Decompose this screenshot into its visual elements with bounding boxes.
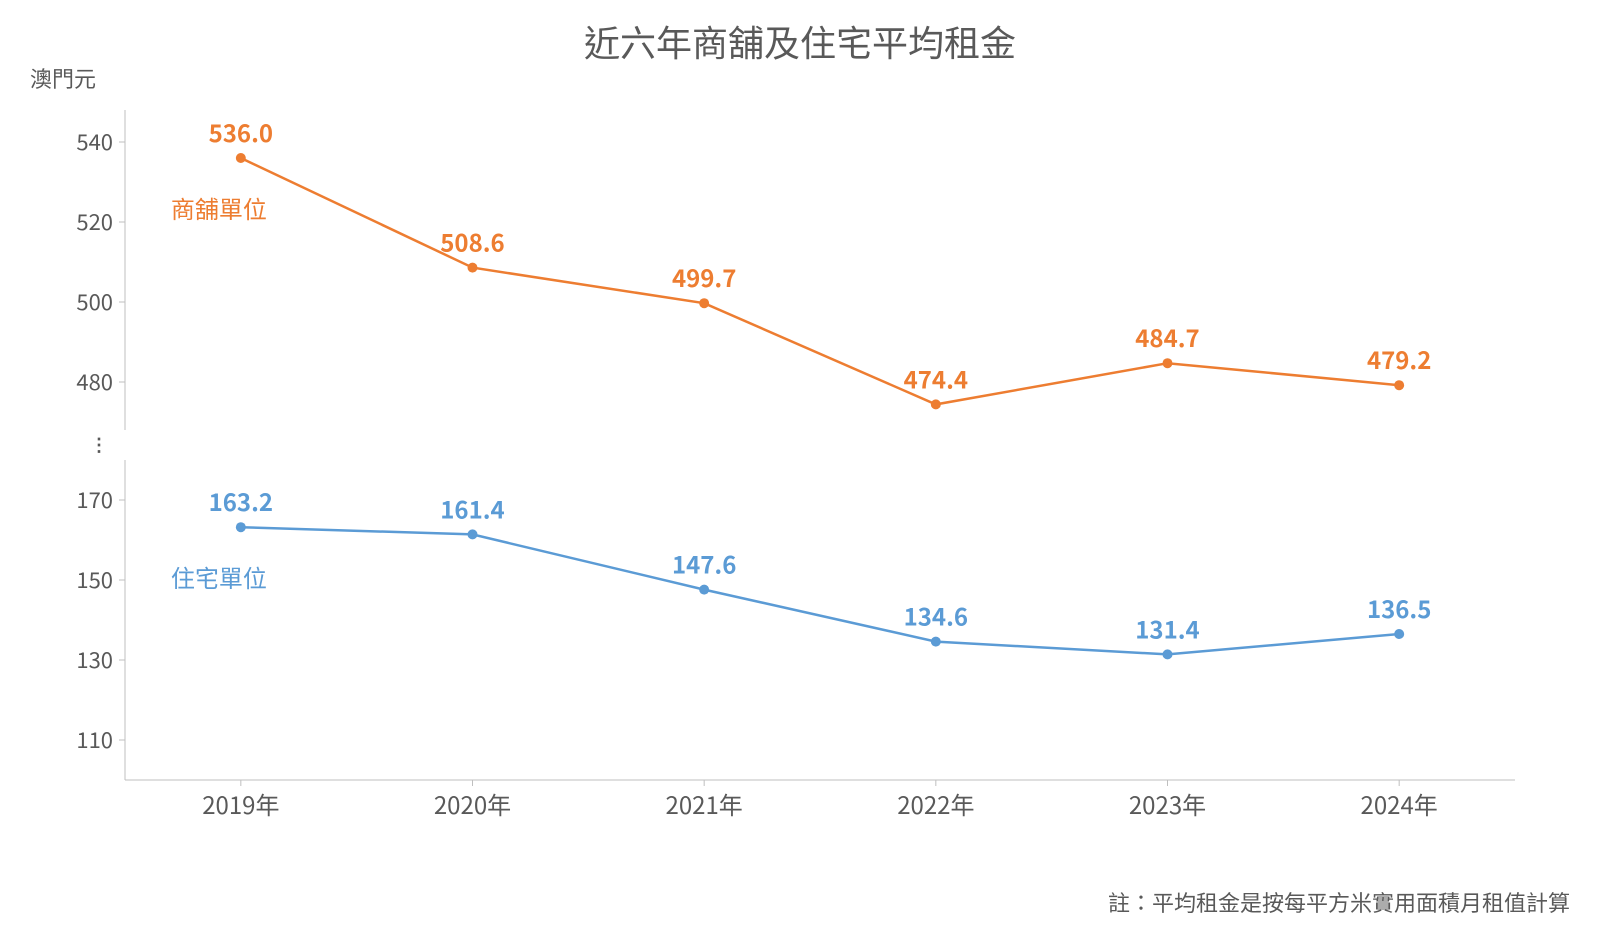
- data-point-commercial: [1394, 380, 1404, 390]
- svg-text:130: 130: [76, 643, 113, 675]
- data-point-commercial: [699, 298, 709, 308]
- data-label-residential: 161.4: [440, 490, 504, 525]
- data-label-residential: 134.6: [904, 598, 968, 633]
- data-label-commercial: 508.6: [440, 224, 504, 259]
- data-label-residential: 163.2: [209, 483, 273, 518]
- chart-svg: ⋮4805005205401101301501702019年2020年2021年…: [85, 100, 1535, 840]
- svg-text:480: 480: [76, 365, 113, 397]
- x-axis-label: 2020年: [434, 786, 511, 821]
- chart-footnote: 註：平均租金是按每平方米實用面積月租值計算: [1108, 886, 1570, 918]
- data-label-residential: 131.4: [1135, 610, 1199, 645]
- y-axis-unit-label: 澳門元: [30, 62, 96, 94]
- plot-area: ⋮4805005205401101301501702019年2020年2021年…: [85, 100, 1535, 840]
- svg-text:150: 150: [76, 563, 113, 595]
- data-label-commercial: 484.7: [1135, 319, 1199, 354]
- x-axis-label: 2024年: [1361, 786, 1438, 821]
- series-line-commercial: [241, 158, 1399, 404]
- data-point-commercial: [931, 399, 941, 409]
- data-label-residential: 147.6: [672, 546, 736, 581]
- x-axis-label: 2019年: [202, 786, 279, 821]
- x-axis-label: 2022年: [897, 786, 974, 821]
- data-point-commercial: [468, 263, 478, 273]
- data-label-commercial: 499.7: [672, 259, 736, 294]
- data-label-commercial: 479.2: [1367, 341, 1431, 376]
- data-point-residential: [699, 585, 709, 595]
- chart-title: 近六年商舖及住宅平均租金: [0, 15, 1600, 67]
- svg-text:110: 110: [76, 723, 113, 755]
- series-line-residential: [241, 527, 1399, 654]
- data-point-residential: [468, 529, 478, 539]
- x-axis-label: 2021年: [666, 786, 743, 821]
- data-point-residential: [236, 522, 246, 532]
- data-label-commercial: 536.0: [209, 114, 273, 149]
- data-point-residential: [1394, 629, 1404, 639]
- series-label-commercial: 商舖單位: [171, 190, 267, 225]
- svg-text:170: 170: [76, 483, 113, 515]
- svg-text:520: 520: [76, 205, 113, 237]
- data-label-residential: 136.5: [1367, 590, 1431, 625]
- svg-text:540: 540: [76, 125, 113, 157]
- x-axis-label: 2023年: [1129, 786, 1206, 821]
- data-label-commercial: 474.4: [904, 360, 968, 395]
- data-point-commercial: [236, 153, 246, 163]
- svg-text:⋮: ⋮: [90, 431, 108, 457]
- data-point-residential: [1163, 649, 1173, 659]
- data-point-commercial: [1163, 358, 1173, 368]
- svg-text:500: 500: [76, 285, 113, 317]
- data-point-residential: [931, 637, 941, 647]
- series-label-residential: 住宅單位: [171, 559, 267, 594]
- chart-container: 近六年商舖及住宅平均租金 澳門元 註：平均租金是按每平方米實用面積月租值計算 ⋮…: [0, 0, 1600, 936]
